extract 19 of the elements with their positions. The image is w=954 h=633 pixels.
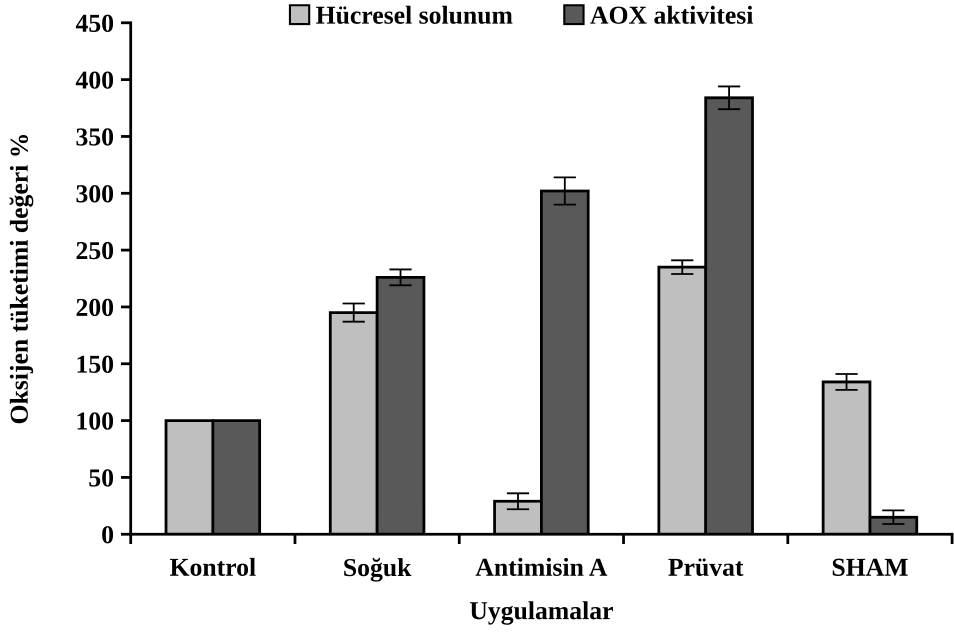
- y-tick-label: 300: [76, 185, 114, 202]
- x-tick-label: Prüvat: [668, 558, 744, 576]
- legend-label: Hücresel solunum: [316, 6, 512, 24]
- x-tick-label: Kontrol: [170, 558, 256, 576]
- y-axis-title: Oksijen tüketimi değeri %: [10, 134, 34, 424]
- y-tick-label: 250: [76, 242, 114, 260]
- y-tick-label: 400: [76, 71, 114, 89]
- x-tick-label: SHAM: [832, 558, 908, 576]
- x-tick-label: Soğuk: [344, 558, 412, 582]
- y-tick-label: 200: [76, 298, 114, 316]
- legend-label: AOX aktivitesi: [590, 6, 754, 24]
- x-tick-label: Antimisin A: [476, 558, 608, 576]
- y-tick-label: 0: [102, 526, 114, 544]
- y-tick-label: 50: [89, 469, 114, 487]
- y-tick-label: 100: [78, 412, 114, 430]
- y-tick-label: 150: [78, 356, 114, 373]
- x-axis-title: Uygulamalar: [470, 601, 613, 625]
- y-tick-label: 450: [76, 14, 114, 32]
- y-tick-label: 350: [76, 128, 114, 146]
